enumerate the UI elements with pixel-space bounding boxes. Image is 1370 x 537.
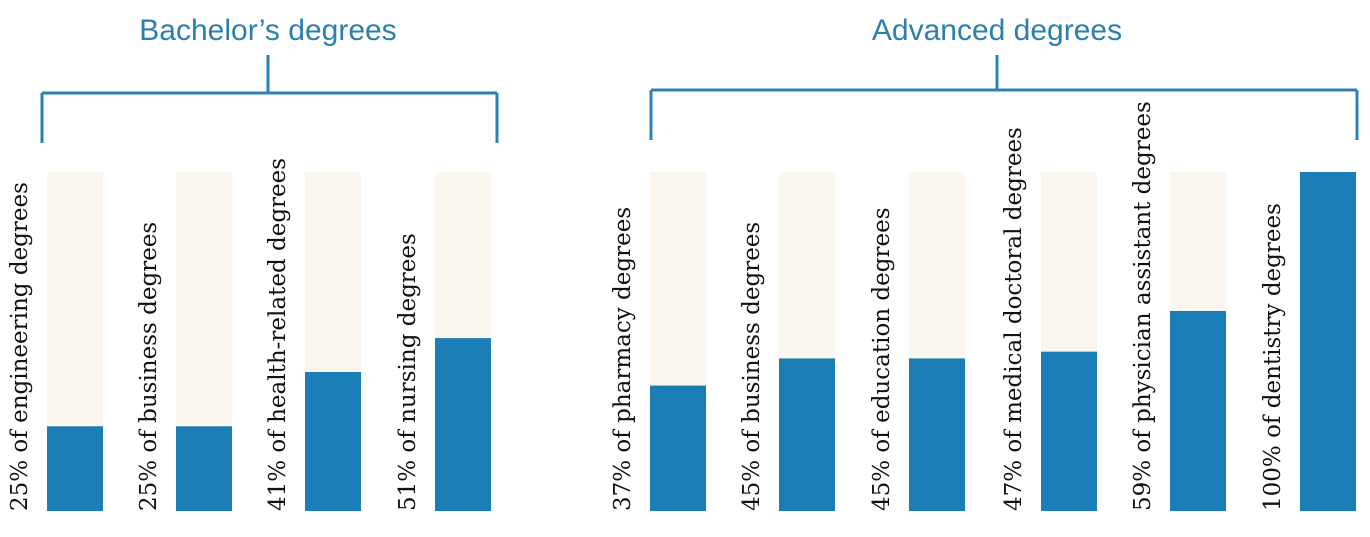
bar-fill [435,338,491,511]
bar-group-advanced: Advanced degrees 37% of pharmacy degrees 4… [610,14,1359,512]
bar-fill [176,426,232,511]
bar-fill [305,372,361,511]
bar-fill [1170,310,1226,511]
bar-fill [1300,172,1356,511]
bar-fill [650,385,706,511]
bar-label: 47% of medical doctoral degrees [1001,127,1027,511]
bar-label: 45% of education degrees [869,208,895,512]
group-title: Advanced degrees [872,14,1122,47]
bar-label: 45% of business degrees [739,222,765,511]
bar-label: 25% of engineering degrees [7,182,33,511]
bar-label: 25% of business degrees [136,222,162,511]
bar-fill [1041,351,1097,511]
groups-layer: Bachelor’s degrees 25% of engineering deg… [7,14,1359,512]
bar-label: 100% of dentistry degrees [1260,203,1286,511]
bar-group-bachelors: Bachelor’s degrees 25% of engineering deg… [7,14,499,511]
group-title: Bachelor’s degrees [139,14,396,47]
bar-label: 37% of pharmacy degrees [610,207,636,511]
bar-label: 41% of health-related degrees [265,158,291,511]
bar-fill [47,426,103,511]
bar-fill [779,358,835,511]
bar-fill [909,358,965,511]
bar-label: 51% of nursing degrees [395,233,421,511]
bar-label: 59% of physician assistant degrees [1130,101,1156,511]
